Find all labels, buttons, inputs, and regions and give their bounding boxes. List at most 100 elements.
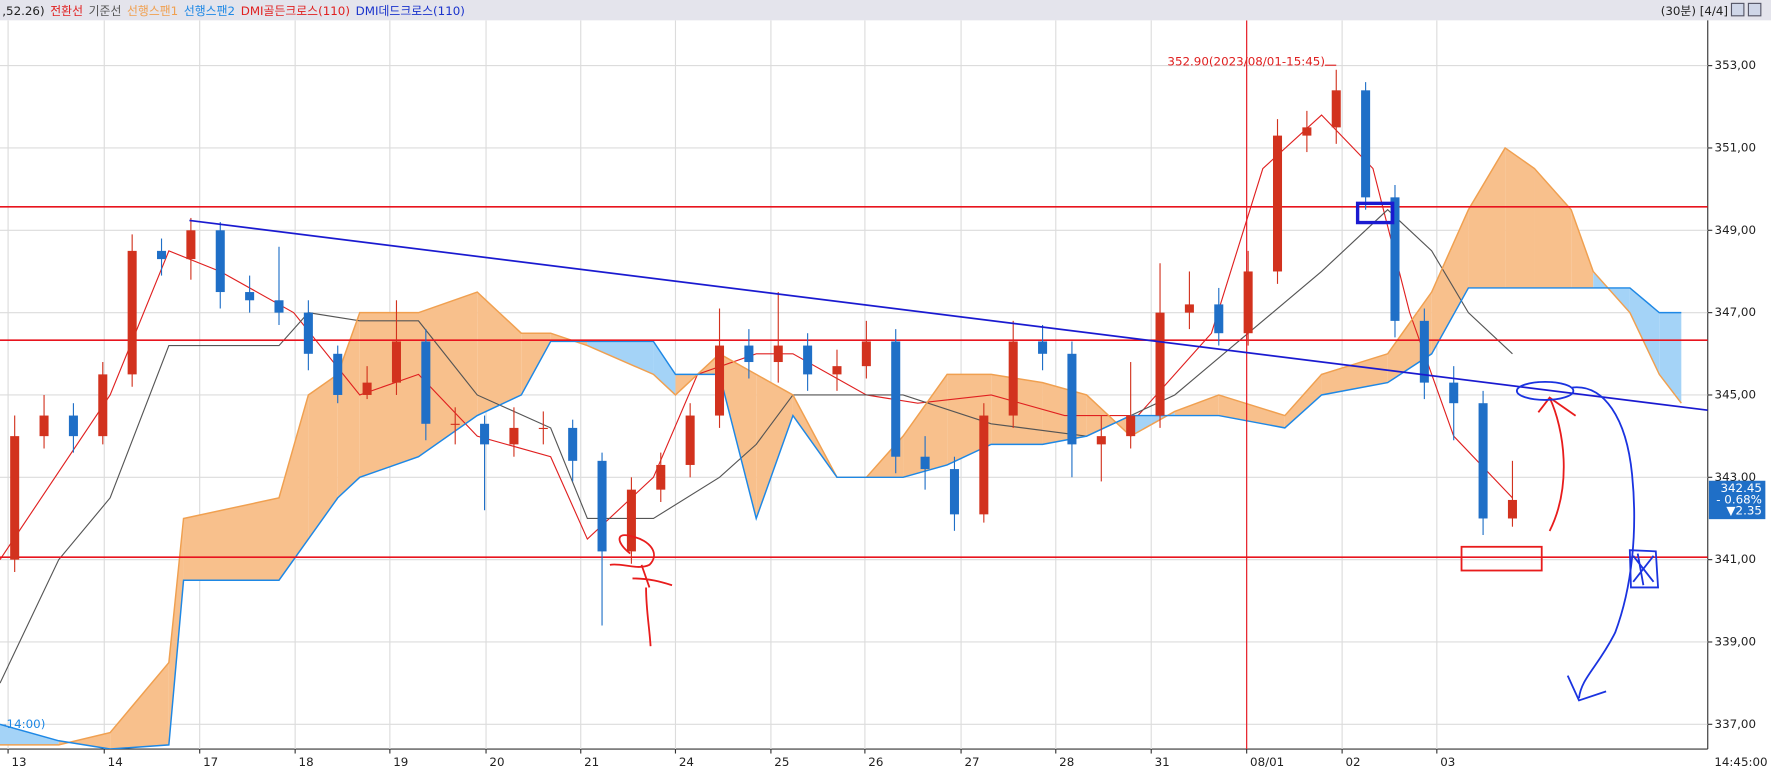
candle-body	[1126, 415, 1136, 437]
cloud	[168, 518, 184, 745]
x-tick-label: 19	[393, 755, 408, 769]
candle-body	[1184, 304, 1194, 313]
indicator-line	[0, 287, 1682, 750]
candle-body	[1361, 90, 1371, 198]
candle-body	[1478, 403, 1488, 519]
cloud	[1284, 374, 1322, 428]
candle-body	[979, 415, 989, 515]
cloud	[359, 312, 419, 478]
cloud	[183, 497, 279, 581]
candle-body	[362, 382, 372, 395]
x-tick-label: 17	[203, 755, 218, 769]
x-tick-label: 28	[1059, 755, 1074, 769]
cloud	[58, 732, 111, 750]
last-diff: ▼2.35	[1726, 504, 1762, 518]
cloud	[903, 374, 948, 478]
window-button[interactable]	[1747, 2, 1762, 17]
cloud	[587, 341, 654, 375]
candle-body	[803, 345, 813, 375]
y-tick-label: 347,00	[1715, 305, 1756, 319]
candle-body	[245, 292, 255, 301]
candle-body	[450, 423, 460, 425]
candle-body	[391, 341, 401, 383]
candle-body	[1038, 341, 1048, 354]
cloud	[653, 341, 676, 395]
candle-body	[1331, 90, 1341, 128]
candle-body	[127, 250, 137, 375]
candle-body	[1243, 271, 1253, 334]
x-axis-area	[0, 749, 1771, 775]
candle-body	[949, 469, 959, 515]
hand-box	[1460, 545, 1543, 572]
y-tick-label: 345,00	[1715, 387, 1756, 401]
last-change: - 0.68%	[1716, 492, 1762, 506]
candle-body	[891, 341, 901, 457]
cloud	[278, 394, 309, 581]
x-tick-label: 08/01	[1250, 755, 1284, 769]
candle-body	[274, 300, 284, 313]
legend-entry: DMI골든크로스(110)	[241, 4, 350, 18]
cloud	[1321, 353, 1388, 395]
x-tick-label: 26	[868, 755, 883, 769]
x-tick-label: 20	[489, 755, 504, 769]
cloud	[521, 333, 551, 395]
candle-body	[186, 230, 196, 260]
candle-body	[333, 353, 343, 395]
last-price-box	[1708, 480, 1766, 520]
hand-mark	[609, 534, 673, 647]
candle-body	[1390, 197, 1400, 321]
cloud	[110, 662, 169, 750]
candle-body	[538, 427, 548, 430]
candle-body	[568, 427, 578, 461]
cloud	[1468, 147, 1506, 288]
candle-body	[1507, 499, 1517, 519]
cloud	[1505, 147, 1535, 288]
candle-body	[1214, 304, 1224, 334]
legend-entry: 전환선	[50, 4, 83, 18]
cloud	[337, 312, 360, 498]
candle-body	[861, 341, 871, 367]
candle-body	[1449, 382, 1459, 404]
header-text: ,52.26)	[2, 4, 44, 18]
candle-body	[1302, 127, 1312, 136]
x-tick-label: 13	[11, 755, 26, 769]
candle-body	[215, 230, 225, 293]
cloud	[0, 724, 59, 745]
legend-entry: 선행스팬1	[127, 4, 178, 18]
candle-body	[509, 427, 519, 445]
candle-body	[773, 345, 783, 363]
candle-body	[39, 415, 49, 437]
y-tick-label: 343,00	[1715, 470, 1756, 484]
cloud	[1534, 168, 1572, 288]
hand-arrow	[1566, 386, 1636, 702]
candle-body	[626, 489, 636, 552]
cloud	[719, 353, 757, 519]
x-tick-label: 21	[584, 755, 599, 769]
cloud	[756, 374, 793, 519]
hand-arrow	[1537, 396, 1577, 532]
legend-entry: 기준선	[89, 4, 122, 18]
y-tick-label: 349,00	[1715, 223, 1756, 237]
left-note: -14:00)	[2, 717, 45, 731]
x-tick-label: 24	[679, 755, 694, 769]
candle-body	[920, 456, 930, 470]
hand-mark	[1515, 380, 1575, 401]
window-button[interactable]	[1730, 2, 1745, 17]
y-tick-label: 351,00	[1715, 140, 1756, 154]
candle-body	[832, 366, 842, 375]
candle-body	[68, 415, 78, 437]
cloud	[1571, 209, 1594, 288]
x-tick-label: 03	[1440, 755, 1455, 769]
x-tick-label: 27	[964, 755, 979, 769]
hand-box	[1355, 201, 1395, 225]
candle-body	[303, 312, 313, 354]
hand-mark	[1628, 549, 1660, 589]
plot-area	[0, 20, 1708, 750]
cloud	[1218, 394, 1285, 428]
legend-entry: 선행스팬2	[184, 4, 235, 18]
x-tick-label: 14	[108, 755, 123, 769]
cloud	[1629, 287, 1660, 375]
